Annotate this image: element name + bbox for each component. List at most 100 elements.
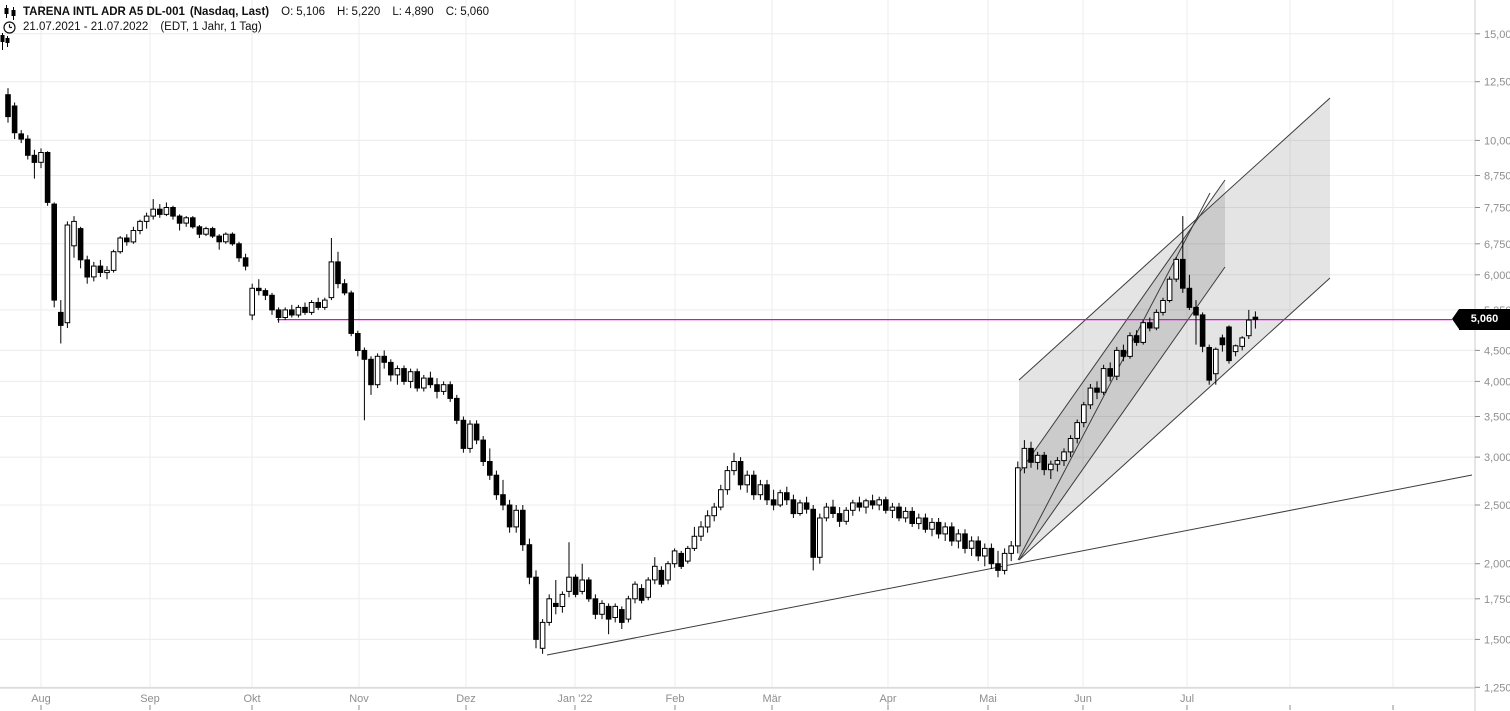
pitchfork-outer-channel[interactable] [1019,98,1330,560]
candle-body [889,506,896,511]
clock-icon [3,21,18,34]
candle-body [1127,335,1133,357]
candle-body [51,203,58,301]
candle-body [209,228,216,237]
outer-channel-bottom-line[interactable] [1018,277,1331,561]
candle-body [612,605,619,619]
candle-body [698,526,704,537]
candle-body [229,233,236,245]
x-axis-label: Mai [979,693,997,705]
candle-body [533,576,539,640]
candle-body [236,243,242,259]
candle-body [104,269,110,274]
last-price-tag[interactable]: 5,060 [1452,309,1510,331]
candle-body [401,368,407,382]
candle-body [863,500,869,508]
candle-body [586,579,592,600]
tag-arrow-icon [1452,309,1459,330]
candle-body [381,355,387,363]
candle-body [1015,467,1021,547]
candle-body [1048,463,1054,471]
candle-body [1107,368,1114,377]
timeframe-note: (EDT, 1 Jahr, 1 Tag) [160,21,262,33]
candle-body [1147,322,1153,329]
candle-body [97,265,104,274]
candle-body [942,526,949,535]
candle-body [737,461,744,486]
candle-body [84,259,91,278]
candle-body [1067,438,1074,453]
y-axis-label: 3,500 [1484,412,1510,424]
x-axis-label: Jun [1074,693,1092,705]
candle-body [176,215,183,224]
candle-body [665,563,671,581]
candle-body [995,563,1001,571]
support-trendline[interactable] [546,474,1473,656]
low-readout: L: 4,890 [392,6,434,18]
candle-body [163,207,170,215]
candle-body [869,500,876,506]
candle-body [803,502,810,510]
candle-body [539,621,546,649]
candle-body [1054,460,1061,465]
candle-body [11,105,18,134]
candle-body [64,224,71,324]
candle-body [394,368,401,376]
candle-body [302,306,308,313]
candle-body [368,358,374,386]
candle-body [968,540,975,549]
outer-channel-top-line[interactable] [1018,97,1331,381]
candle-body [44,152,51,203]
open-readout: O: 5,106 [281,6,326,18]
candle-body [216,235,222,243]
candle-body [751,474,757,496]
candle-body [77,228,84,261]
y-axis-label: 12,50 [1484,77,1510,89]
candle-body [1028,447,1034,463]
candle-body [473,423,480,441]
candle-body [1186,287,1193,308]
candle-body [935,521,942,535]
chart-header: TARENA INTL ADR A5 DL-001 (Nasdaq, Last)… [3,5,489,35]
candle-body [810,508,817,558]
candle-body [678,552,685,567]
candle-body [619,609,625,623]
date-range[interactable]: 21.07.2021 - 21.07.2022 [23,21,149,33]
candle-body [592,598,599,615]
candle-body [407,371,414,382]
inner-channel-top-line[interactable] [1018,179,1226,474]
exchange-note: (Nasdaq, Last) [189,6,270,18]
candle-body [1193,306,1199,316]
y-axis-label: 6,000 [1484,270,1510,282]
candle-body [513,509,520,528]
x-axis-label: Mär [763,693,782,705]
symbol-name[interactable]: TARENA INTL ADR A5 DL-001 [23,6,185,18]
candle-body [790,499,797,515]
candle-body [203,228,209,235]
candle-body [335,261,341,285]
y-axis-label: 2,000 [1484,559,1510,571]
candle-body [262,290,269,296]
candle-body [830,506,836,515]
candle-body [124,237,130,243]
candle-body [5,94,11,118]
candle-body [58,311,64,326]
candle-body [308,302,315,313]
inner-channel-bottom-line[interactable] [1018,266,1226,561]
candle-body [1021,447,1028,469]
candle-body [744,474,751,486]
candle-body [1199,314,1206,347]
candle-body [71,220,77,247]
candle-body [731,461,737,472]
candle-body [645,579,652,598]
candle-body [520,509,526,546]
candle-body [1140,322,1147,343]
candle-body [1120,349,1127,357]
candle-body [289,309,295,316]
pitchfork-median-line[interactable] [1017,192,1211,561]
candle-body [922,517,929,530]
candle-body [823,506,830,519]
candle-body [467,423,473,449]
candle-body [955,533,962,542]
